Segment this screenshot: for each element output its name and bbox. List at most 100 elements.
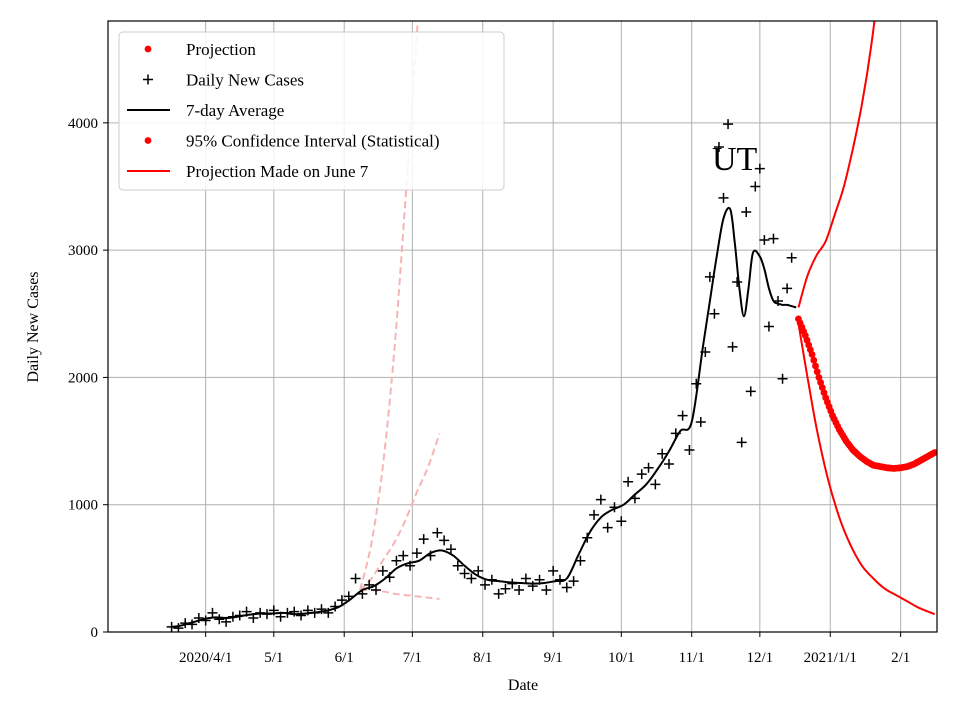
daily-case-marker bbox=[364, 579, 375, 590]
daily-case-marker bbox=[377, 565, 388, 576]
x-tick-label: 2021/1/1 bbox=[804, 650, 857, 666]
daily-case-marker bbox=[234, 610, 245, 621]
daily-case-marker bbox=[623, 476, 634, 487]
daily-case-marker bbox=[227, 611, 238, 622]
daily-case-marker bbox=[548, 565, 559, 576]
y-tick-label: 1000 bbox=[68, 498, 98, 514]
daily-case-marker bbox=[568, 576, 579, 587]
x-tick-label: 9/1 bbox=[544, 650, 563, 666]
daily-case-marker bbox=[527, 581, 538, 592]
daily-case-marker bbox=[309, 607, 320, 618]
daily-case-marker bbox=[589, 509, 600, 520]
daily-case-marker bbox=[296, 610, 307, 621]
legend-label: 95% Confidence Interval (Statistical) bbox=[186, 132, 440, 151]
daily-case-marker bbox=[200, 615, 211, 626]
daily-case-marker bbox=[391, 555, 402, 566]
x-tick-label: 6/1 bbox=[335, 650, 354, 666]
ci-lower-line bbox=[797, 323, 936, 616]
daily-case-marker bbox=[507, 578, 518, 589]
projection-point bbox=[931, 449, 937, 456]
daily-case-marker bbox=[786, 252, 797, 263]
daily-case-marker bbox=[643, 462, 654, 473]
daily-case-marker bbox=[241, 606, 252, 617]
daily-case-marker bbox=[616, 516, 627, 527]
daily-case-marker bbox=[736, 437, 747, 448]
daily-case-marker bbox=[609, 502, 620, 513]
projection-point bbox=[808, 351, 816, 358]
daily-case-marker bbox=[773, 296, 784, 307]
daily-case-marker bbox=[777, 373, 788, 384]
projection-point bbox=[812, 362, 819, 370]
june7-projection-center-line bbox=[359, 433, 441, 591]
daily-case-marker bbox=[691, 378, 702, 389]
daily-case-marker bbox=[732, 276, 743, 287]
legend-box bbox=[118, 31, 505, 191]
chart-annotation: UT bbox=[712, 141, 758, 178]
daily-case-marker bbox=[282, 607, 293, 618]
daily-case-marker bbox=[493, 588, 504, 599]
y-axis-label: Daily New Cases bbox=[25, 271, 42, 382]
daily-case-marker bbox=[695, 416, 706, 427]
daily-case-marker bbox=[486, 574, 497, 585]
daily-case-marker bbox=[541, 584, 552, 595]
projection-point bbox=[810, 356, 818, 364]
daily-case-marker bbox=[466, 573, 477, 584]
y-tick-label: 0 bbox=[91, 625, 99, 641]
daily-case-marker bbox=[187, 619, 198, 630]
daily-case-marker bbox=[684, 444, 695, 455]
daily-case-marker bbox=[357, 588, 368, 599]
legend-label: Projection bbox=[186, 40, 256, 59]
x-tick-label: 7/1 bbox=[403, 650, 422, 666]
y-axis-ticks: 0 1000 2000 3000 4000 bbox=[68, 116, 108, 641]
daily-case-marker bbox=[520, 573, 531, 584]
daily-case-marker bbox=[336, 595, 347, 606]
daily-case-marker bbox=[473, 565, 484, 576]
daily-case-marker bbox=[166, 621, 177, 632]
daily-case-marker bbox=[275, 611, 286, 622]
daily-case-marker bbox=[289, 606, 300, 617]
x-tick-label: 11/1 bbox=[679, 650, 705, 666]
daily-case-marker bbox=[398, 550, 409, 561]
daily-case-marker bbox=[221, 616, 232, 627]
x-tick-label: 12/1 bbox=[747, 650, 774, 666]
x-axis-label: Date bbox=[508, 677, 538, 694]
legend-dot-icon bbox=[144, 137, 152, 144]
x-tick-label: 10/1 bbox=[608, 650, 635, 666]
daily-case-marker bbox=[459, 568, 470, 579]
daily-case-marker bbox=[670, 428, 681, 439]
x-tick-label: 2020/4/1 bbox=[179, 650, 232, 666]
daily-case-marker bbox=[480, 579, 491, 590]
daily-case-marker bbox=[741, 206, 752, 217]
daily-case-marker bbox=[445, 544, 456, 555]
legend-plus-icon bbox=[143, 74, 153, 85]
daily-case-marker bbox=[316, 604, 327, 615]
daily-case-marker bbox=[405, 560, 416, 571]
daily-case-marker bbox=[768, 233, 779, 244]
daily-case-marker bbox=[261, 609, 272, 620]
daily-case-marker bbox=[759, 234, 770, 245]
legend-label: 7-day Average bbox=[186, 101, 284, 120]
y-tick-label: 3000 bbox=[68, 243, 98, 259]
daily-case-marker bbox=[657, 448, 668, 459]
daily-case-marker bbox=[709, 308, 720, 319]
daily-case-marker bbox=[582, 532, 593, 543]
daily-case-marker bbox=[704, 271, 715, 282]
daily-case-marker bbox=[718, 192, 729, 203]
daily-case-marker bbox=[723, 119, 734, 130]
daily-case-marker bbox=[214, 614, 225, 625]
x-tick-label: 8/1 bbox=[473, 650, 492, 666]
daily-case-marker bbox=[418, 534, 429, 545]
daily-case-marker bbox=[561, 582, 572, 593]
daily-case-marker bbox=[411, 548, 422, 559]
plot-frame bbox=[107, 20, 938, 633]
legend-dot-icon bbox=[144, 45, 152, 53]
daily-case-marker bbox=[745, 386, 756, 397]
daily-case-marker bbox=[255, 607, 266, 618]
daily-case-marker bbox=[323, 607, 334, 618]
daily-case-marker bbox=[384, 572, 395, 583]
daily-case-marker bbox=[602, 522, 613, 533]
daily-case-marker bbox=[180, 618, 191, 629]
y-tick-label: 2000 bbox=[68, 370, 98, 386]
daily-case-marker bbox=[554, 574, 565, 585]
